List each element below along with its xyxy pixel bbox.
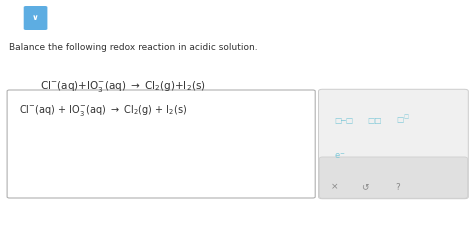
Text: $\mathdefault{Cl^{-}}$(aq) + $\mathdefault{IO_3^{-}}$(aq) $\rightarrow$ $\mathde: $\mathdefault{Cl^{-}}$(aq) + $\mathdefau… xyxy=(19,103,187,118)
Text: Balance the following redox reaction in acidic solution.: Balance the following redox reaction in … xyxy=(9,43,258,52)
Text: ×: × xyxy=(330,183,338,192)
FancyBboxPatch shape xyxy=(319,157,467,198)
FancyBboxPatch shape xyxy=(7,90,315,198)
FancyBboxPatch shape xyxy=(24,6,47,30)
Text: ∨: ∨ xyxy=(32,13,39,23)
Text: □$^{\mathdefault{□}}$: □$^{\mathdefault{□}}$ xyxy=(396,114,410,126)
Text: $\mathdefault{Cl^{-}}$(aq)+$\mathdefault{IO_3^{-}}$(aq) $\rightarrow$ $\mathdefa: $\mathdefault{Cl^{-}}$(aq)+$\mathdefault… xyxy=(40,79,206,94)
Text: □□: □□ xyxy=(367,115,382,125)
Text: ↺: ↺ xyxy=(361,183,369,192)
Text: $\mathdefault{e^{-}}$: $\mathdefault{e^{-}}$ xyxy=(334,151,346,161)
Text: ?: ? xyxy=(396,183,401,192)
FancyBboxPatch shape xyxy=(319,89,468,199)
Text: □─□: □─□ xyxy=(334,115,353,125)
